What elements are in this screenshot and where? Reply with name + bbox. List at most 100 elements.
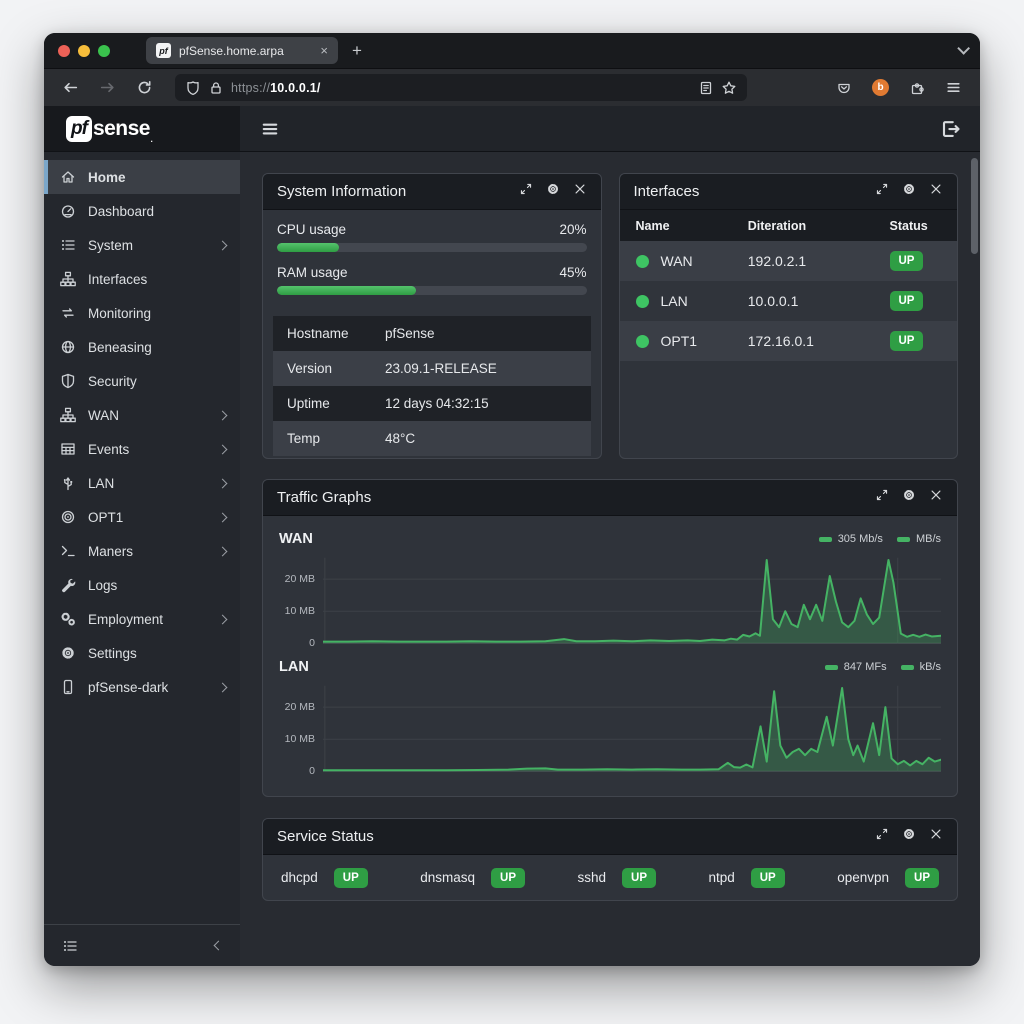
- sidebar-toggle-hamburger-icon[interactable]: [260, 119, 280, 139]
- info-label: Version: [287, 361, 333, 376]
- legend-swatch: [818, 536, 832, 542]
- y-axis-label: 0: [309, 765, 315, 778]
- sidebar-item-wan[interactable]: WAN: [44, 398, 240, 432]
- info-value: 48°C: [385, 431, 416, 446]
- status-badge: UP: [889, 291, 924, 311]
- chevron-right-icon: [217, 478, 228, 488]
- y-axis-label: 20 MB: [284, 701, 315, 714]
- widget-settings-button[interactable]: [902, 182, 916, 201]
- terminal-icon: [61, 545, 75, 557]
- gears-icon: [61, 612, 75, 626]
- bookmark-star-icon[interactable]: [721, 80, 737, 96]
- service-dnsmasq: dnsmasq UP: [420, 867, 526, 888]
- widget-close-button[interactable]: [929, 182, 943, 201]
- chevron-right-icon: [217, 546, 228, 556]
- gear-icon: [62, 647, 74, 659]
- interfaces-table-header: Name Diteration Status: [619, 210, 957, 241]
- sidebar-item-dashboard[interactable]: Dashboard: [44, 194, 240, 228]
- new-tab-button[interactable]: +: [352, 40, 362, 60]
- menu-button[interactable]: [939, 76, 968, 99]
- sidebar-item-monitoring[interactable]: Monitoring: [44, 296, 240, 330]
- column-header: Diteration: [747, 218, 807, 233]
- sidebar-item-settings[interactable]: Settings: [44, 636, 240, 670]
- interface-name: WAN: [660, 253, 693, 269]
- minimize-window-button[interactable]: [78, 44, 90, 57]
- close-icon: [931, 184, 941, 194]
- sidebar-item-security[interactable]: Security: [44, 364, 240, 398]
- interface-address: 10.0.0.1: [747, 293, 799, 309]
- sidebar-item-label: Interfaces: [88, 271, 148, 287]
- sidebar-collapse-chevron-icon[interactable]: [213, 940, 224, 951]
- lock-icon: [211, 81, 221, 94]
- widget-settings-button[interactable]: [902, 488, 916, 507]
- widget-title: Traffic Graphs: [277, 489, 372, 506]
- sidebar-item-label: Employment: [88, 611, 164, 627]
- extension-badge-icon: b: [872, 79, 889, 96]
- extensions-button[interactable]: [903, 77, 931, 99]
- sidebar-item-label: System: [88, 237, 134, 253]
- progress-bar-track: [277, 243, 587, 252]
- forward-arrow-icon: [100, 82, 114, 93]
- reload-icon: [138, 80, 151, 94]
- legend-swatch: [900, 664, 914, 670]
- forward-button[interactable]: [93, 76, 122, 99]
- pfsense-header: pf sense .: [44, 106, 980, 152]
- back-button[interactable]: [56, 76, 85, 99]
- browser-tab[interactable]: pf pfSense.home.arpa ×: [146, 37, 338, 64]
- widget-settings-button[interactable]: [546, 182, 560, 201]
- interface-row-wan[interactable]: WAN 192.0.2.1 UP: [619, 241, 957, 281]
- expand-icon: [876, 183, 888, 195]
- widget-expand-button[interactable]: [875, 827, 889, 846]
- shield-icon: [61, 373, 75, 389]
- widget-settings-button[interactable]: [902, 827, 916, 846]
- widget-close-button[interactable]: [929, 488, 943, 507]
- logout-icon[interactable]: [940, 119, 960, 139]
- pfsense-logo[interactable]: pf sense .: [44, 106, 240, 151]
- tracking-protection-shield-icon[interactable]: [185, 80, 201, 96]
- sidebar-item-opt1[interactable]: OPT1: [44, 500, 240, 534]
- widget-close-button[interactable]: [573, 182, 587, 201]
- widget-close-button[interactable]: [929, 827, 943, 846]
- meter-label: CPU usage: [277, 222, 347, 237]
- sidebar-item-home[interactable]: Home: [44, 160, 240, 194]
- y-axis-label: 0: [309, 637, 315, 650]
- widget-expand-button[interactable]: [875, 488, 889, 507]
- sidebar-item-system[interactable]: System: [44, 228, 240, 262]
- sidebar-item-label: WAN: [88, 407, 119, 423]
- y-axis-label: 10 MB: [284, 605, 315, 618]
- interface-row-opt1[interactable]: OPT1 172.16.0.1 UP: [619, 321, 957, 361]
- extension-button[interactable]: b: [866, 76, 895, 99]
- progress-bar-fill: [277, 243, 339, 252]
- sidebar-item-logs[interactable]: Logs: [44, 568, 240, 602]
- service-status-badge: UP: [333, 867, 368, 888]
- sitemap-icon: [60, 407, 76, 423]
- sidebar-item-lan[interactable]: LAN: [44, 466, 240, 500]
- sidebar-item-pfsense-dark[interactable]: pfSense-dark: [44, 670, 240, 704]
- interface-row-lan[interactable]: LAN 10.0.0.1 UP: [619, 281, 957, 321]
- maximize-window-button[interactable]: [98, 44, 110, 57]
- sidebar-item-employment[interactable]: Employment: [44, 602, 240, 636]
- sidebar-item-maners[interactable]: Maners: [44, 534, 240, 568]
- reader-view-icon[interactable]: [698, 80, 714, 96]
- graph-title: LAN: [279, 659, 309, 675]
- tab-list-chevron-icon[interactable]: [957, 42, 970, 55]
- pocket-button[interactable]: [830, 77, 858, 99]
- sidebar-item-events[interactable]: Events: [44, 432, 240, 466]
- traffic-graphs-widget: Traffic Graphs WAN 305 Mb/s MB/s 20 MB 10 MB…: [262, 479, 958, 797]
- service-name: dnsmasq: [420, 870, 476, 885]
- info-row-temp: Temp 48°C: [273, 421, 591, 456]
- close-window-button[interactable]: [58, 44, 70, 57]
- sidebar-item-interfaces[interactable]: Interfaces: [44, 262, 240, 296]
- sidebar-item-label: Beneasing: [88, 339, 152, 355]
- tab-close-icon[interactable]: ×: [320, 43, 328, 58]
- sidebar-item-beneasing[interactable]: Beneasing: [44, 330, 240, 364]
- widget-expand-button[interactable]: [519, 182, 533, 201]
- legend-label: MB/s: [915, 533, 941, 545]
- sidebar-footer-list-icon[interactable]: [62, 938, 78, 954]
- widget-expand-button[interactable]: [875, 182, 889, 201]
- y-axis: 20 MB 10 MB 0: [279, 680, 323, 778]
- url-bar[interactable]: https://10.0.0.1/: [175, 74, 747, 101]
- progress-bar-track: [277, 286, 587, 295]
- reload-button[interactable]: [130, 76, 159, 99]
- page-scrollbar[interactable]: [971, 158, 978, 254]
